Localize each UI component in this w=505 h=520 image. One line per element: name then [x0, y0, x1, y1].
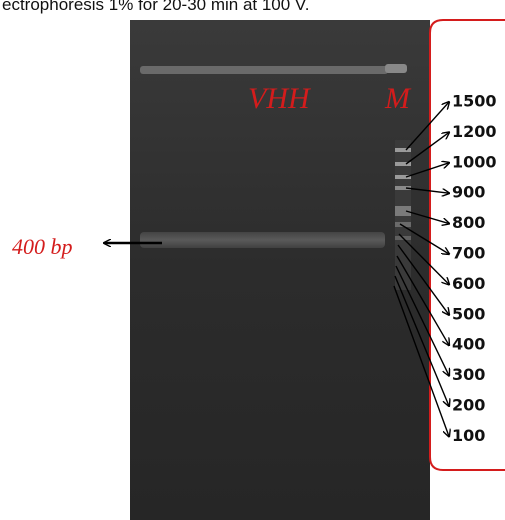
ladder-label: 700	[452, 244, 485, 263]
ladder-lane	[395, 140, 411, 290]
band-label: 400 bp	[12, 234, 73, 259]
ladder-label: 900	[452, 183, 485, 202]
ladder-label: 1000	[452, 152, 497, 171]
ladder-label: 100	[452, 426, 485, 445]
ladder-label: 200	[452, 396, 485, 415]
lane-label: M	[384, 82, 412, 115]
arrow	[405, 102, 449, 151]
arrow	[398, 233, 449, 284]
ladder-label: 800	[452, 213, 485, 232]
arrow	[396, 255, 449, 345]
ladder-label: 1200	[452, 122, 497, 141]
ladder-label: 1500	[452, 92, 497, 111]
lane-label: VHH	[248, 82, 312, 115]
arrow	[405, 187, 449, 193]
sample-band	[140, 232, 385, 248]
ladder-label: 400	[452, 335, 485, 354]
arrow	[393, 285, 449, 436]
caption: ectrophoresis 1% for 20-30 min at 100 V.	[2, 0, 309, 14]
arrow	[399, 223, 449, 254]
arrow	[405, 163, 449, 178]
ladder-labels: 1500 1200 1000 900 800 700 600 500 400 300 200 100	[393, 92, 497, 445]
ladder-label: 600	[452, 274, 485, 293]
ladder-label: 500	[452, 304, 485, 323]
bracket	[429, 19, 505, 471]
arrow	[405, 132, 449, 165]
well	[385, 64, 407, 73]
arrow	[394, 275, 449, 406]
arrow	[397, 244, 449, 315]
ladder-label: 300	[452, 365, 485, 384]
gel	[130, 20, 430, 520]
arrow	[395, 265, 449, 376]
well	[140, 66, 388, 74]
arrow	[405, 210, 449, 224]
